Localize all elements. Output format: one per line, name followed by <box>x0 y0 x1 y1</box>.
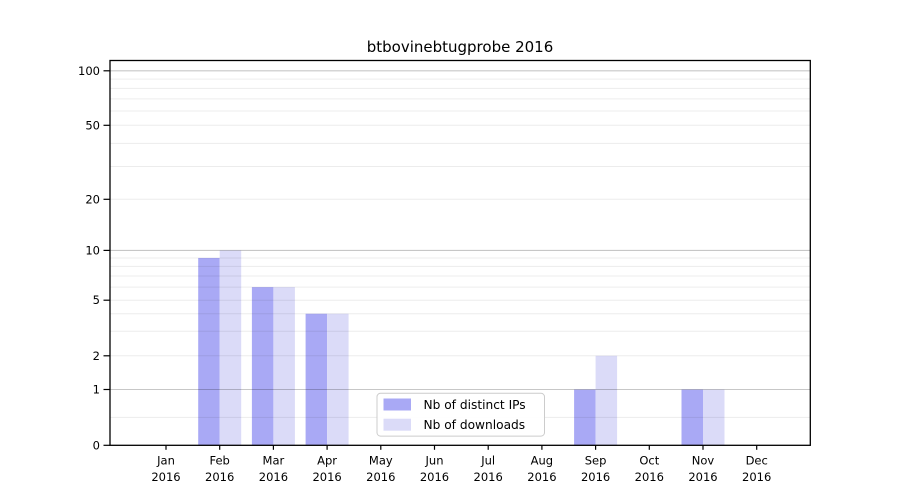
x-tick-label-year: 2016 <box>527 470 556 484</box>
y-tick-label: 5 <box>93 293 100 307</box>
bar-downloads <box>219 250 242 446</box>
x-tick-label-year: 2016 <box>151 470 180 484</box>
y-tick-label: 10 <box>85 243 100 257</box>
y-tick-label: 0 <box>93 438 100 452</box>
plot-border <box>109 59 811 446</box>
x-tick-label-month: Dec <box>746 454 768 468</box>
bar-downloads <box>595 355 618 446</box>
x-tick-label-month: May <box>369 454 393 468</box>
bar-distinct-ips <box>305 313 328 446</box>
bar-downloads <box>327 313 349 446</box>
legend-label: Nb of downloads <box>424 418 526 432</box>
legend-swatch <box>383 398 411 411</box>
x-tick-label-month: Feb <box>210 454 230 468</box>
x-tick-label-month: Jun <box>425 454 444 468</box>
x-tick-label-year: 2016 <box>635 470 664 484</box>
bar-distinct-ips <box>198 257 220 446</box>
x-tick-label-month: Mar <box>263 454 285 468</box>
x-tick-label-month: Aug <box>531 454 553 468</box>
y-tick-label: 2 <box>93 349 100 363</box>
x-tick-label-year: 2016 <box>688 470 717 484</box>
legend-swatch <box>383 418 411 431</box>
y-tick-label: 1 <box>93 383 100 397</box>
bars-layer <box>198 250 725 446</box>
y-tick-label: 20 <box>85 192 100 206</box>
x-tick-label-year: 2016 <box>581 470 610 484</box>
x-tick-label-year: 2016 <box>259 470 288 484</box>
bar-downloads <box>273 287 295 446</box>
bar-distinct-ips <box>574 389 596 446</box>
gridlines-layer <box>110 70 811 418</box>
x-tick-label-year: 2016 <box>205 470 234 484</box>
bar-distinct-ips <box>251 287 274 446</box>
x-tick-label-year: 2016 <box>474 470 503 484</box>
chart-title: btbovinebtugprobe 2016 <box>367 38 554 56</box>
bar-downloads <box>703 389 725 446</box>
axes-layer <box>103 59 811 450</box>
y-tick-label: 50 <box>85 118 100 132</box>
x-tick-label-month: Sep <box>585 454 607 468</box>
x-tick-label-year: 2016 <box>366 470 395 484</box>
x-tick-label-year: 2016 <box>312 470 341 484</box>
x-tick-label-year: 2016 <box>420 470 449 484</box>
x-tick-label-month: Apr <box>317 454 337 468</box>
x-tick-label-month: Oct <box>639 454 659 468</box>
bar-distinct-ips <box>681 389 703 446</box>
legend-label: Nb of distinct IPs <box>424 398 526 412</box>
legend-box <box>376 392 545 437</box>
x-tick-label-year: 2016 <box>742 470 771 484</box>
tick-labels-layer: 0 1 2 5 10 20 50 100 Jan 2016 Feb 2016 Mar 2016 Apr 201… <box>78 64 771 484</box>
x-tick-label-month: Jul <box>480 454 495 468</box>
x-tick-label-month: Jan <box>156 454 175 468</box>
x-tick-label-month: Nov <box>692 454 715 468</box>
y-tick-label: 100 <box>78 64 100 78</box>
legend: Nb of distinct IPs Nb of downloads <box>376 392 545 437</box>
